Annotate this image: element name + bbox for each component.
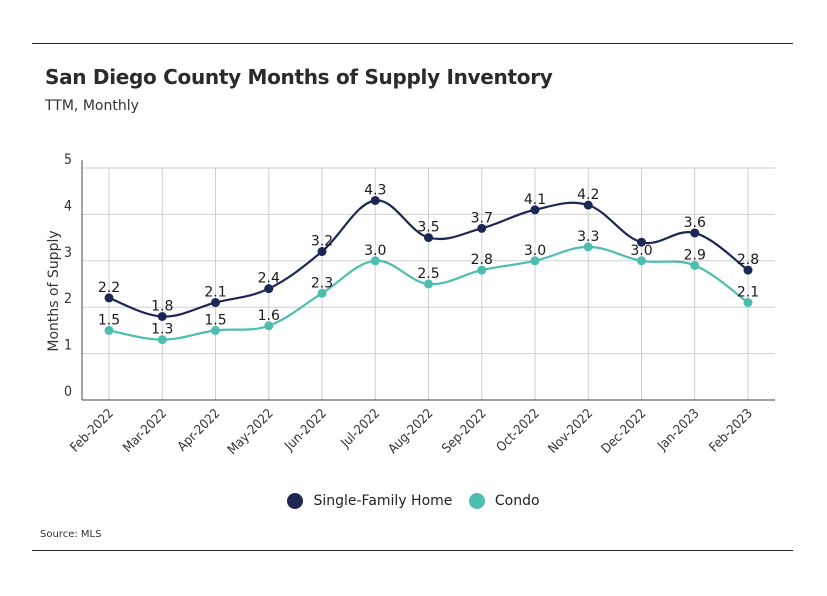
point-single-family-home-dec-2022	[637, 237, 646, 247]
data-label-condo-jun-2022: 2.3	[311, 275, 333, 291]
point-condo-sep-2022	[477, 265, 487, 275]
top-rule	[32, 43, 793, 44]
grid-lines	[82, 167, 775, 400]
data-label-condo-nov-2022: 3.3	[577, 229, 599, 245]
point-single-family-home-nov-2022	[583, 200, 593, 210]
bottom-rule	[32, 550, 793, 551]
x-tick-label-jan-2023: Jan-2023	[654, 406, 702, 454]
chart-legend: Single-Family Home Condo	[0, 493, 827, 513]
data-labels: 2.2 1.8 2.1 2.4 3.2 4.3 3.5 3.7 4.1 4.2 3.6 2.8 1.5 1…	[98, 182, 759, 337]
point-single-family-home-feb-2022	[104, 293, 114, 303]
data-label-condo-mar-2022: 1.3	[151, 322, 173, 338]
x-tick-label-jun-2022: Jun-2022	[282, 406, 330, 454]
data-label-single-family-home-oct-2022: 4.1	[524, 192, 546, 208]
data-label-condo-feb-2023: 2.1	[737, 285, 759, 301]
point-condo-jan-2023	[690, 260, 700, 270]
point-condo-may-2022	[264, 321, 274, 331]
data-label-single-family-home-nov-2022: 4.2	[577, 187, 599, 203]
point-single-family-home-feb-2023	[743, 265, 753, 275]
data-label-condo-oct-2022: 3.0	[524, 243, 546, 259]
y-tick-label-3: 3	[64, 245, 72, 261]
series-lines	[104, 195, 753, 345]
point-condo-mar-2022	[157, 335, 167, 345]
point-single-family-home-may-2022	[264, 284, 274, 294]
x-tick-label-feb-2023: Feb-2023	[707, 406, 756, 455]
data-label-single-family-home-jan-2023: 3.6	[684, 215, 706, 231]
data-label-single-family-home-feb-2023: 2.8	[737, 252, 759, 268]
legend-label-condo: Condo	[494, 493, 540, 509]
data-label-condo-feb-2022: 1.5	[98, 312, 120, 328]
point-condo-aug-2022	[424, 279, 433, 289]
point-single-family-home-jul-2022	[370, 195, 380, 205]
x-tick-label-may-2022: May-2022	[225, 406, 277, 458]
legend-dot-single-family	[287, 493, 304, 509]
data-label-single-family-home-mar-2022: 1.8	[151, 298, 173, 314]
legend-dot-condo	[468, 493, 485, 509]
x-tick-label-jul-2022: Jul-2022	[338, 406, 383, 451]
x-tick-label-apr-2022: Apr-2022	[175, 406, 223, 454]
point-condo-nov-2022	[583, 242, 593, 252]
data-label-condo-aug-2022: 2.5	[417, 266, 439, 282]
y-tick-label-4: 4	[64, 198, 72, 214]
data-label-single-family-home-aug-2022: 3.5	[417, 220, 439, 236]
point-single-family-home-aug-2022	[424, 233, 433, 243]
x-tick-label-mar-2022: Mar-2022	[120, 406, 170, 456]
data-label-condo-apr-2022: 1.5	[204, 312, 226, 328]
data-label-condo-dec-2022: 3.0	[630, 243, 652, 259]
x-tick-label-sep-2022: Sep-2022	[439, 406, 489, 456]
x-tick-label-dec-2022: Dec-2022	[599, 406, 650, 457]
data-label-single-family-home-apr-2022: 2.1	[204, 285, 226, 301]
y-tick-label-0: 0	[64, 384, 72, 400]
point-condo-oct-2022	[530, 256, 540, 266]
data-label-single-family-home-jun-2022: 3.2	[311, 234, 333, 250]
y-tick-label-2: 2	[64, 291, 72, 307]
data-label-condo-jan-2023: 2.9	[684, 247, 706, 263]
point-single-family-home-oct-2022	[530, 205, 540, 215]
point-single-family-home-apr-2022	[211, 298, 220, 308]
point-single-family-home-sep-2022	[477, 223, 487, 233]
legend-label-single-family: Single-Family Home	[313, 493, 453, 509]
x-tick-label-aug-2022: Aug-2022	[386, 406, 437, 457]
source-note: Source: MLS	[40, 529, 102, 540]
data-label-single-family-home-may-2022: 2.4	[258, 271, 280, 287]
point-condo-apr-2022	[211, 325, 220, 335]
y-axis-title: Months of Supply	[46, 230, 62, 351]
point-single-family-home-jun-2022	[317, 247, 327, 257]
data-label-single-family-home-feb-2022: 2.2	[98, 280, 120, 296]
point-single-family-home-mar-2022	[157, 311, 167, 321]
point-condo-dec-2022	[637, 256, 646, 266]
data-label-condo-jul-2022: 3.0	[364, 243, 386, 259]
y-tick-label-1: 1	[64, 338, 72, 354]
data-label-condo-may-2022: 1.6	[258, 308, 280, 324]
x-tick-label-feb-2022: Feb-2022	[68, 406, 117, 455]
point-single-family-home-jan-2023	[690, 228, 700, 238]
data-label-single-family-home-sep-2022: 3.7	[471, 210, 493, 226]
chart-subtitle: TTM, Monthly	[45, 98, 139, 114]
point-condo-feb-2022	[104, 325, 114, 335]
x-tick-label-oct-2022: Oct-2022	[494, 406, 543, 455]
y-tick-label-5: 5	[64, 152, 72, 168]
legend-item-single-family[interactable]: Single-Family Home	[287, 493, 452, 509]
point-condo-jun-2022	[317, 288, 327, 298]
data-label-condo-sep-2022: 2.8	[471, 252, 493, 268]
point-condo-feb-2023	[743, 298, 753, 308]
chart-title: San Diego County Months of Supply Invent…	[45, 65, 553, 89]
data-label-single-family-home-jul-2022: 4.3	[364, 182, 386, 198]
x-tick-label-nov-2022: Nov-2022	[546, 406, 597, 457]
legend-item-condo[interactable]: Condo	[468, 493, 540, 509]
point-condo-jul-2022	[370, 256, 380, 266]
